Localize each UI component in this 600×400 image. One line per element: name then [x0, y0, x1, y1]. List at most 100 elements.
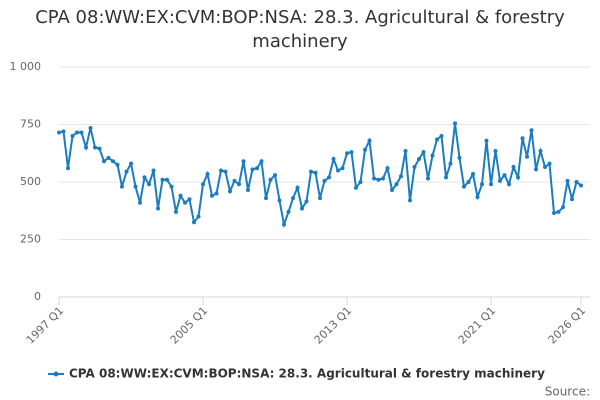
- point: [489, 182, 493, 187]
- point: [151, 168, 156, 173]
- point: [561, 205, 565, 210]
- point: [565, 178, 570, 183]
- point: [57, 130, 61, 135]
- point: [79, 130, 84, 135]
- point: [237, 182, 241, 187]
- point: [277, 198, 282, 203]
- point: [160, 177, 165, 182]
- point: [70, 134, 75, 138]
- x-tick-label: 2026 Q1: [546, 304, 589, 347]
- point: [129, 161, 133, 166]
- point: [174, 209, 178, 214]
- point: [147, 182, 151, 187]
- point: [183, 200, 187, 205]
- point: [381, 176, 385, 181]
- point: [385, 166, 390, 171]
- point: [291, 196, 295, 201]
- point: [93, 145, 97, 150]
- x-tick-label: 2013 Q1: [312, 304, 355, 347]
- point: [210, 193, 214, 198]
- x-tick-label: 2021 Q1: [456, 304, 499, 347]
- y-tick-label: 500: [20, 175, 41, 188]
- point: [295, 185, 300, 190]
- point: [376, 177, 381, 182]
- point: [309, 169, 313, 174]
- point: [66, 166, 70, 171]
- point: [120, 184, 124, 189]
- point: [246, 188, 250, 193]
- point: [192, 220, 196, 225]
- point: [471, 171, 475, 176]
- x-tick-label: 1997 Q1: [24, 304, 67, 347]
- point: [178, 193, 183, 198]
- point: [525, 154, 529, 159]
- point: [106, 155, 111, 160]
- point: [516, 175, 520, 180]
- point: [88, 125, 93, 130]
- point: [520, 136, 525, 141]
- y-tick-label: 0: [34, 290, 41, 303]
- point: [453, 121, 457, 126]
- point: [219, 168, 223, 173]
- point: [511, 165, 516, 170]
- point: [250, 167, 255, 172]
- point: [214, 191, 219, 196]
- point: [241, 159, 246, 164]
- legend-label: CPA 08:WW:EX:CVM:BOP:NSA: 28.3. Agricult…: [69, 367, 545, 381]
- point: [457, 155, 462, 160]
- point: [313, 170, 318, 175]
- point: [372, 176, 376, 181]
- y-tick-label: 1 000: [10, 60, 42, 73]
- point: [462, 184, 466, 189]
- point: [408, 198, 412, 203]
- point: [228, 189, 232, 194]
- point: [97, 146, 102, 151]
- point: [403, 148, 408, 153]
- point: [435, 137, 439, 142]
- point: [201, 182, 205, 187]
- source-label: Source:: [545, 385, 590, 399]
- point: [102, 159, 106, 164]
- point: [282, 222, 286, 227]
- point: [327, 175, 331, 180]
- point: [484, 138, 489, 143]
- point: [165, 177, 169, 182]
- point: [421, 150, 426, 155]
- point: [124, 169, 129, 174]
- point: [111, 159, 115, 164]
- point: [354, 185, 358, 190]
- point: [475, 194, 480, 199]
- point: [426, 176, 430, 181]
- point: [273, 173, 277, 178]
- point: [552, 211, 556, 216]
- point: [529, 128, 534, 133]
- point: [142, 175, 147, 180]
- point: [318, 196, 322, 201]
- point: [570, 197, 574, 202]
- point: [115, 162, 120, 167]
- y-tick-label: 750: [20, 118, 41, 131]
- point: [331, 157, 336, 161]
- point: [502, 173, 507, 178]
- point: [84, 145, 88, 150]
- point: [322, 178, 327, 183]
- point: [75, 130, 79, 135]
- point: [205, 171, 210, 176]
- point: [412, 165, 417, 170]
- point: [547, 161, 552, 166]
- point: [390, 188, 394, 193]
- point: [255, 166, 259, 171]
- point: [448, 161, 453, 166]
- point: [286, 209, 291, 214]
- legend-marker: [53, 371, 59, 377]
- point: [367, 138, 372, 143]
- point: [300, 206, 304, 211]
- point: [187, 197, 192, 202]
- point: [358, 180, 363, 184]
- point: [480, 182, 484, 187]
- point: [268, 177, 273, 182]
- point: [430, 153, 435, 158]
- point: [156, 206, 160, 211]
